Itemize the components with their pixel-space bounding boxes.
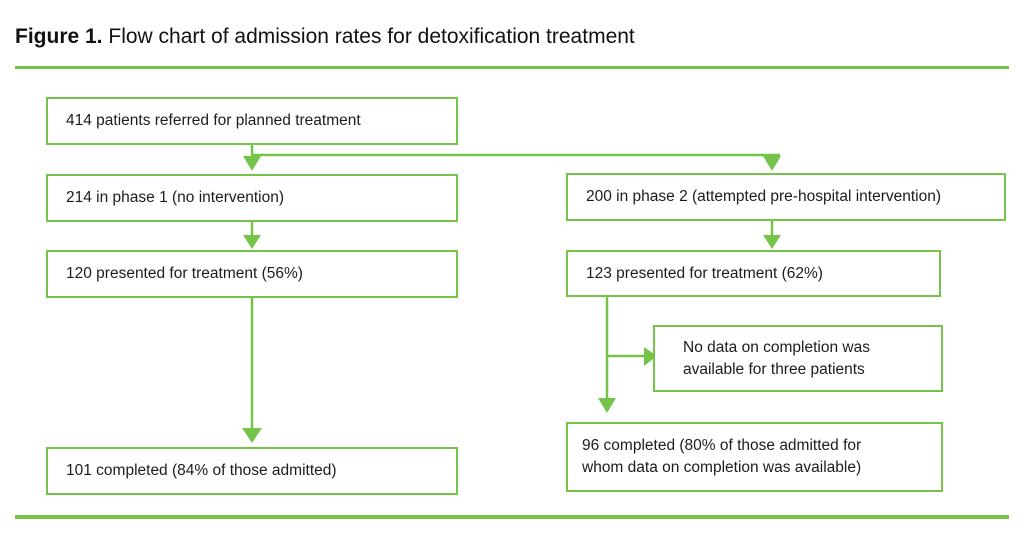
arrowhead-phase1-presented1 — [243, 235, 261, 249]
bottom-rule — [15, 515, 1009, 519]
top-rule — [15, 66, 1009, 69]
arrowhead-presented1-completed1 — [242, 428, 262, 443]
node-presented2: 123 presented for treatment (62%) — [566, 250, 941, 297]
node-phase2: 200 in phase 2 (attempted pre-hospital i… — [566, 173, 1006, 221]
node-presented1-label: 120 presented for treatment (56%) — [66, 265, 303, 282]
node-completed2-label-line2: whom data on completion was available) — [582, 459, 862, 476]
arrowhead-presented2-completed2 — [598, 398, 616, 413]
figure-title-text: Flow chart of admission rates for detoxi… — [102, 25, 635, 48]
node-nodata-label-line1: No data on completion was — [683, 338, 870, 356]
arrowhead-phase2-presented2 — [763, 235, 781, 249]
node-phase1-label: 214 in phase 1 (no intervention) — [66, 189, 285, 206]
node-phase1: 214 in phase 1 (no intervention) — [46, 174, 458, 222]
node-nodata: No data on completion was available for … — [653, 325, 943, 392]
node-completed2: 96 completed (80% of those admitted for … — [566, 422, 943, 492]
node-completed1: 101 completed (84% of those admitted) — [46, 447, 458, 495]
node-nodata-label-line2: available for three patients — [683, 360, 865, 378]
node-presented2-label: 123 presented for treatment (62%) — [586, 264, 823, 282]
figure-title-label: Figure 1. — [15, 25, 103, 48]
node-referred: 414 patients referred for planned treatm… — [46, 97, 458, 145]
figure-title: Figure 1. Flow chart of admission rates … — [15, 25, 635, 49]
connector-referred-split — [250, 145, 780, 157]
node-phase2-label: 200 in phase 2 (attempted pre-hospital i… — [586, 188, 941, 205]
node-referred-label: 414 patients referred for planned treatm… — [66, 112, 361, 129]
arrowhead-referred-phase1 — [243, 156, 261, 171]
node-completed1-label: 101 completed (84% of those admitted) — [66, 462, 337, 479]
arrowhead-presented2-nodata — [644, 347, 657, 366]
node-presented1: 120 presented for treatment (56%) — [46, 250, 458, 298]
node-completed2-label-line1: 96 completed (80% of those admitted for — [582, 437, 862, 454]
arrowhead-referred-phase2 — [763, 156, 781, 171]
